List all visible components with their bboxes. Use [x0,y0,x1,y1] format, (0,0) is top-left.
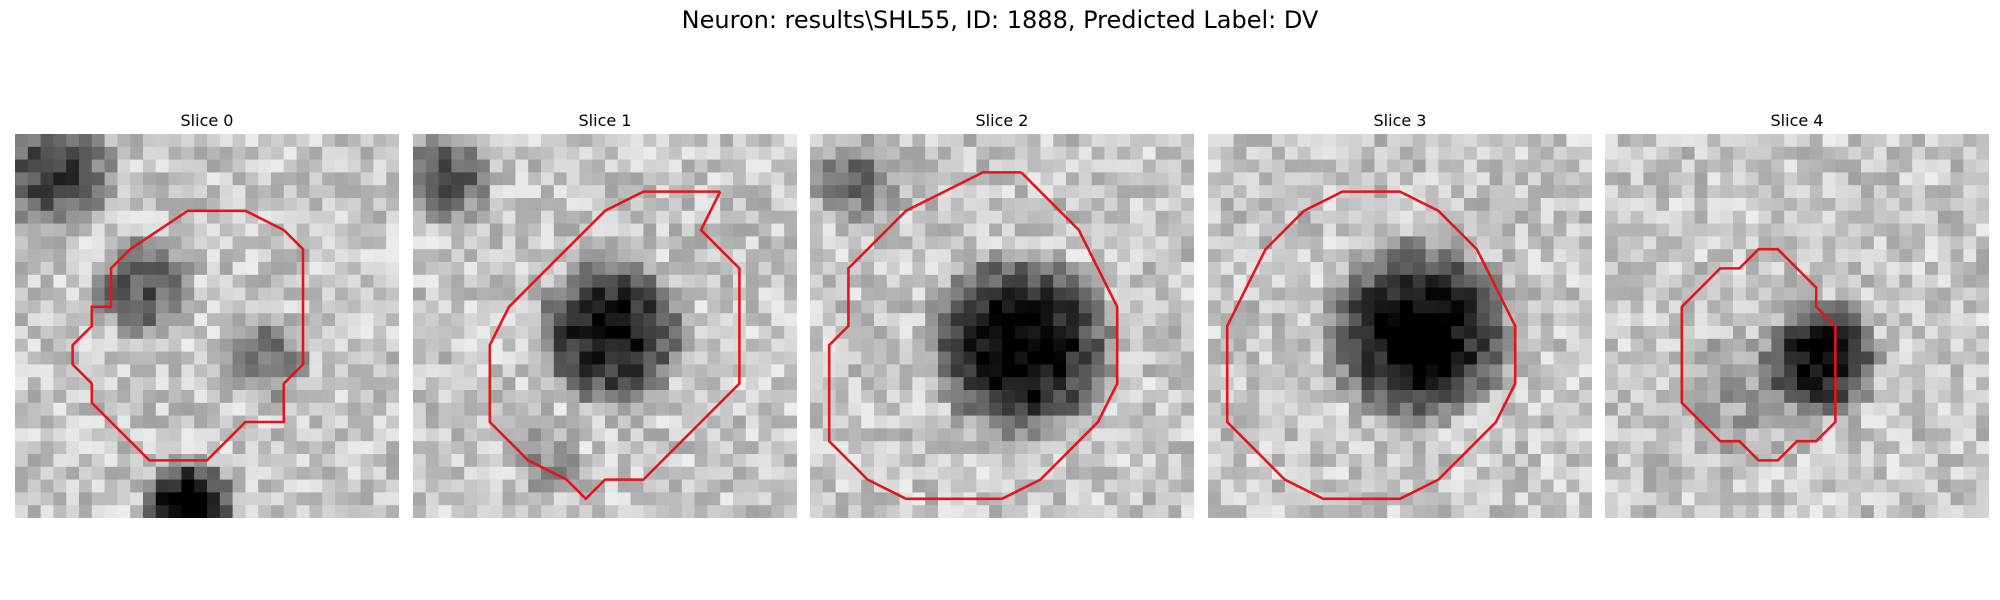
roi-contour [1680,247,1837,462]
slice-title: Slice 4 [1770,111,1824,130]
roi-contour [1225,190,1517,501]
pixel-grid [810,134,1194,518]
slice-title: Slice 1 [578,111,632,130]
pixel-grid [413,134,797,518]
slice-title: Slice 0 [180,111,234,130]
slice-image [15,134,399,518]
roi-contour [488,190,741,501]
roi-contour [71,209,305,462]
slice-title: Slice 3 [1373,111,1427,130]
slice-panel-2: Slice 2 [810,108,1194,518]
slice-image [1208,134,1592,518]
slice-panel-1: Slice 1 [413,108,797,518]
slice-panel-4: Slice 4 [1605,108,1989,518]
slice-image [810,134,1194,518]
roi-contour [827,171,1119,501]
pixel-grid [15,134,399,518]
pixel-grid [1605,134,1989,518]
pixel-grid [1208,134,1592,518]
slice-panel-3: Slice 3 [1208,108,1592,518]
figure-title: Neuron: results\SHL55, ID: 1888, Predict… [681,6,1319,34]
slice-panel-0: Slice 0 [15,108,399,518]
slice-image [1605,134,1989,518]
slice-image [413,134,797,518]
slice-title: Slice 2 [975,111,1029,130]
